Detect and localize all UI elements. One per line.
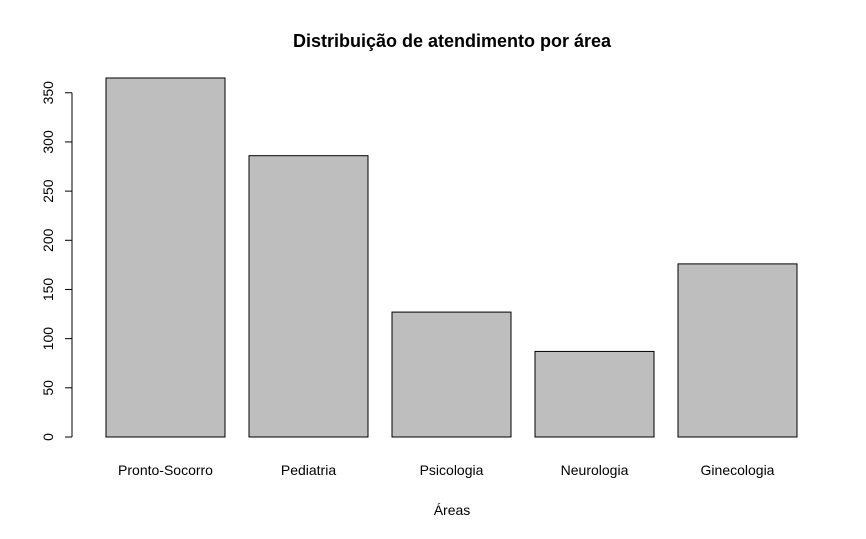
x-tick-label: Neurologia — [561, 462, 629, 478]
x-tick-label: Pronto-Socorro — [118, 462, 213, 478]
chart-title: Distribuição de atendimento por área — [293, 31, 612, 51]
x-axis-labels: Pronto-Socorro Pediatria Psicologia Neurolo… — [118, 462, 775, 478]
y-tick-label: 350 — [40, 81, 56, 105]
y-tick-label: 0 — [40, 433, 56, 441]
bar-psicologia — [391, 311, 512, 438]
y-tick-label: 200 — [40, 228, 56, 252]
y-tick-label: 150 — [40, 278, 56, 302]
x-tick-label: Ginecologia — [701, 462, 775, 478]
bar-pediatria — [248, 155, 369, 438]
y-tick-label: 300 — [40, 130, 56, 154]
y-tick-label: 50 — [40, 380, 56, 396]
x-tick-label: Pediatria — [281, 462, 336, 478]
bar-pronto-socorro — [105, 77, 226, 438]
bar-neurologia — [534, 350, 655, 438]
y-tick-label: 100 — [40, 327, 56, 351]
x-axis-label: Áreas — [434, 502, 471, 518]
bars-group — [105, 77, 798, 438]
y-tick-label: 250 — [40, 179, 56, 203]
bar-ginecologia — [677, 263, 798, 438]
y-axis: 0 50 100 150 200 250 300 350 — [40, 81, 73, 441]
x-tick-label: Psicologia — [420, 462, 484, 478]
